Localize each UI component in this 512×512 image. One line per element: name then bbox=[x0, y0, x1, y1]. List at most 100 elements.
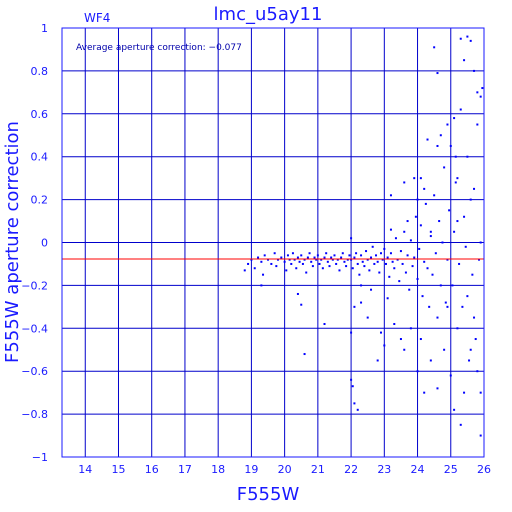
data-point bbox=[301, 262, 304, 265]
data-point bbox=[454, 155, 457, 158]
data-point bbox=[479, 434, 482, 437]
data-point bbox=[431, 273, 434, 276]
data-point bbox=[403, 230, 406, 233]
data-point bbox=[436, 72, 439, 75]
data-point bbox=[286, 254, 289, 257]
data-point bbox=[328, 265, 331, 268]
data-point bbox=[411, 265, 414, 268]
data-point bbox=[421, 295, 424, 298]
data-point bbox=[350, 258, 353, 261]
data-point bbox=[423, 187, 426, 190]
data-point bbox=[443, 348, 446, 351]
data-point bbox=[331, 258, 334, 261]
data-point bbox=[308, 252, 311, 255]
data-point bbox=[448, 209, 451, 212]
data-point bbox=[386, 297, 389, 300]
data-point bbox=[418, 247, 421, 250]
data-point bbox=[433, 46, 436, 49]
data-point bbox=[358, 273, 361, 276]
data-point bbox=[414, 215, 417, 218]
data-point bbox=[434, 252, 437, 255]
data-point bbox=[469, 198, 472, 201]
data-point bbox=[428, 305, 431, 308]
data-point bbox=[303, 353, 306, 356]
data-point bbox=[416, 370, 419, 373]
data-point bbox=[270, 262, 273, 265]
data-point bbox=[446, 305, 449, 308]
data-point bbox=[253, 267, 256, 270]
data-point bbox=[409, 239, 412, 242]
data-point bbox=[296, 256, 299, 259]
data-point bbox=[438, 220, 441, 223]
data-point bbox=[343, 260, 346, 263]
data-point bbox=[375, 254, 378, 257]
grid-lines bbox=[62, 27, 485, 458]
x-tick-label: 23 bbox=[377, 463, 391, 476]
data-point bbox=[443, 166, 446, 169]
data-point bbox=[424, 202, 427, 205]
data-point bbox=[310, 260, 313, 263]
data-point bbox=[466, 35, 469, 38]
data-point bbox=[379, 331, 382, 334]
average-annotation: Average aperture correction: −0.077 bbox=[76, 43, 242, 53]
x-tick-label: 22 bbox=[344, 463, 358, 476]
data-point bbox=[300, 254, 303, 257]
data-point bbox=[338, 269, 341, 272]
data-point bbox=[456, 177, 459, 180]
data-point bbox=[341, 252, 344, 255]
data-point bbox=[298, 260, 301, 263]
data-point bbox=[459, 37, 462, 40]
data-point bbox=[398, 280, 401, 283]
x-tick-label: 16 bbox=[145, 463, 159, 476]
data-point bbox=[291, 252, 294, 255]
y-tick-label: 0.6 bbox=[31, 108, 49, 121]
data-point bbox=[449, 144, 452, 147]
data-point bbox=[285, 269, 288, 272]
data-point bbox=[275, 265, 278, 268]
y-tick-label: −0.6 bbox=[21, 365, 48, 378]
data-points bbox=[243, 35, 484, 437]
data-point bbox=[316, 254, 319, 257]
data-point bbox=[350, 237, 353, 240]
data-point bbox=[436, 387, 439, 390]
data-point bbox=[479, 241, 482, 244]
plot-frame bbox=[61, 27, 485, 458]
data-point bbox=[376, 359, 379, 362]
data-point bbox=[426, 267, 429, 270]
data-point bbox=[262, 273, 265, 276]
data-point bbox=[436, 316, 439, 319]
data-point bbox=[456, 327, 459, 330]
data-point bbox=[453, 230, 456, 233]
data-point bbox=[243, 269, 246, 272]
data-point bbox=[386, 256, 389, 259]
x-tick-label: 25 bbox=[444, 463, 458, 476]
data-point bbox=[451, 284, 454, 287]
data-point bbox=[476, 123, 479, 126]
data-point bbox=[360, 301, 363, 304]
y-tick-label: 0.2 bbox=[31, 194, 49, 207]
data-point bbox=[376, 260, 379, 263]
data-point bbox=[416, 277, 419, 280]
data-point bbox=[366, 316, 369, 319]
data-point bbox=[406, 220, 409, 223]
tick-labels: 14 15 16 17 18 19 20 21 22 23 24 25 26 1 0.8 0.6 0.4 0.2 0… bbox=[21, 22, 491, 476]
data-point bbox=[350, 378, 353, 381]
data-point bbox=[313, 256, 316, 259]
y-tick-label: −0.4 bbox=[21, 322, 48, 335]
data-point bbox=[471, 273, 474, 276]
data-point bbox=[318, 262, 321, 265]
y-tick-label: −1 bbox=[32, 451, 48, 464]
data-point bbox=[456, 220, 459, 223]
data-point bbox=[389, 252, 392, 255]
data-point bbox=[378, 271, 381, 274]
data-point bbox=[370, 256, 373, 259]
y-tick-label: 0.8 bbox=[31, 65, 49, 78]
data-point bbox=[463, 215, 466, 218]
data-point bbox=[468, 359, 471, 362]
data-point bbox=[479, 95, 482, 98]
data-point bbox=[346, 258, 349, 261]
data-point bbox=[476, 370, 479, 373]
data-point bbox=[371, 245, 374, 248]
data-point bbox=[466, 155, 469, 158]
data-point bbox=[351, 267, 354, 270]
